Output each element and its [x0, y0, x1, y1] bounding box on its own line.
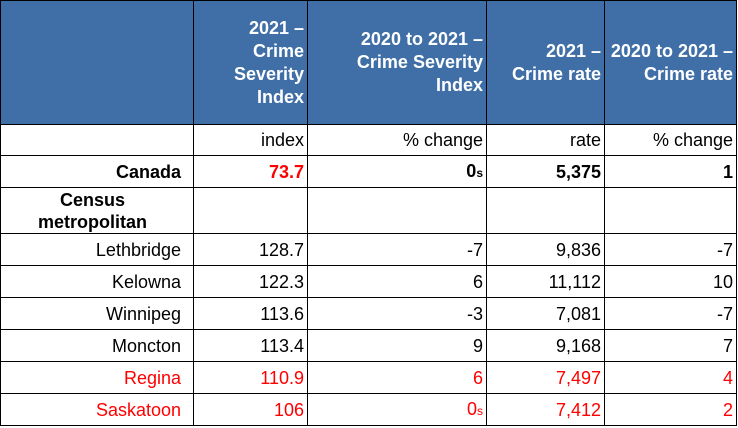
row-rate: 11,112 [486, 265, 605, 298]
row-csi-change: 9 [307, 329, 487, 362]
table-row: Winnipeg 113.6 -3 7,081 -7 [0, 297, 737, 330]
header-csi-change: 2020 to 2021 – Crime Severity Index [307, 0, 487, 125]
table-row: Moncton 113.4 9 9,168 7 [0, 329, 737, 362]
section-empty-cell [193, 187, 308, 234]
row-csi: 113.6 [193, 297, 308, 330]
canada-csi-change: 0s [307, 155, 487, 188]
table-row: Kelowna 122.3 6 11,112 10 [0, 265, 737, 298]
header-csi-2021: 2021 – Crime Severity Index [193, 0, 308, 125]
unit-csi-change: % change [307, 124, 487, 156]
section-empty-cell [604, 187, 737, 234]
row-rate-change: 10 [604, 265, 737, 298]
table-row-canada: Canada 73.7 0s 5,375 1 [0, 155, 737, 188]
header-crime-rate-2021: 2021 – Crime rate [486, 0, 605, 125]
canada-rate-change: 1 [604, 155, 737, 188]
row-csi-change: 0s [307, 393, 487, 426]
row-rate-change: 4 [604, 361, 737, 394]
row-csi: 113.4 [193, 329, 308, 362]
row-label: Kelowna [0, 265, 194, 298]
header-crime-rate-change: 2020 to 2021 – Crime rate [604, 0, 737, 125]
row-rate: 7,497 [486, 361, 605, 394]
row-label: Moncton [0, 329, 194, 362]
table-row-highlighted: Saskatoon 106 0s 7,412 2 [0, 393, 737, 426]
section-empty-cell [307, 187, 487, 234]
row-rate-change: 2 [604, 393, 737, 426]
row-rate: 7,081 [486, 297, 605, 330]
row-rate-change: -7 [604, 297, 737, 330]
row-label: Saskatoon [0, 393, 194, 426]
header-row: 2021 – Crime Severity Index 2020 to 2021… [0, 0, 737, 125]
row-csi: 122.3 [193, 265, 308, 298]
row-csi-change: -7 [307, 233, 487, 266]
row-csi: 110.9 [193, 361, 308, 394]
section-label: Census metropolitan [0, 187, 194, 234]
canada-csi-change-value: 0 [466, 160, 477, 181]
row-csi-change: 6 [307, 361, 487, 394]
row-csi-change-flag: s [477, 403, 483, 418]
row-rate-change: 7 [604, 329, 737, 362]
row-rate-change: -7 [604, 233, 737, 266]
row-csi: 106 [193, 393, 308, 426]
row-label: Lethbridge [0, 233, 194, 266]
section-empty-cell [486, 187, 605, 234]
row-csi-change-value: 0 [466, 398, 477, 419]
header-corner-cell [0, 0, 194, 125]
canada-csi: 73.7 [193, 155, 308, 188]
units-label-cell [0, 124, 194, 156]
table-row: Lethbridge 128.7 -7 9,836 -7 [0, 233, 737, 266]
unit-rate-change: % change [604, 124, 737, 156]
row-csi: 128.7 [193, 233, 308, 266]
canada-csi-change-flag: s [476, 165, 483, 180]
row-rate: 7,412 [486, 393, 605, 426]
table-row-highlighted: Regina 110.9 6 7,497 4 [0, 361, 737, 394]
row-csi-change: 6 [307, 265, 487, 298]
row-label: Regina [0, 361, 194, 394]
row-rate: 9,836 [486, 233, 605, 266]
unit-rate: rate [486, 124, 605, 156]
canada-rate: 5,375 [486, 155, 605, 188]
units-row: index % change rate % change [0, 124, 737, 156]
row-label-canada: Canada [0, 155, 194, 188]
row-rate: 9,168 [486, 329, 605, 362]
row-csi-change: -3 [307, 297, 487, 330]
unit-csi: index [193, 124, 308, 156]
section-row: Census metropolitan [0, 187, 737, 234]
row-label: Winnipeg [0, 297, 194, 330]
